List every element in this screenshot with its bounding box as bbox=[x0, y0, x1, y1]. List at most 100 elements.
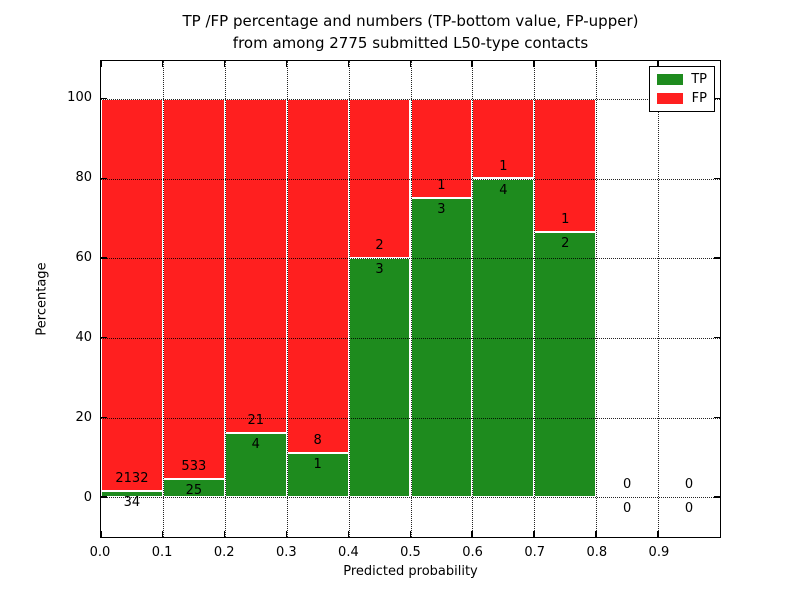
xtick-mark bbox=[285, 61, 288, 67]
plot-area: 2132 34 533 25 21 4 8 1 2 3 1 3 1 4 1 2 0 0 0 0 TP FP bbox=[100, 60, 721, 538]
xtick-mark bbox=[533, 61, 535, 67]
chart-title-line1: TP /FP percentage and numbers (TP-bottom… bbox=[182, 12, 639, 30]
fp-count-label: 533 bbox=[181, 459, 207, 475]
ytick-mark bbox=[101, 97, 107, 100]
gridline-x-0.5 bbox=[410, 61, 412, 537]
tp-count-label: 2 bbox=[561, 235, 570, 251]
ytick-mark bbox=[101, 177, 107, 179]
chart-title-line2: from among 2775 submitted L50-type conta… bbox=[232, 34, 589, 52]
xtick-label-0.5: 0.5 bbox=[400, 545, 421, 560]
tp-count-label: 25 bbox=[185, 483, 203, 499]
y-axis-label: Percentage bbox=[34, 262, 50, 336]
ytick-mark bbox=[714, 177, 720, 179]
ytick-label-0: 0 bbox=[83, 490, 92, 505]
ytick-label-80: 80 bbox=[75, 170, 92, 185]
xtick-mark bbox=[347, 61, 350, 67]
xtick-label-0.9: 0.9 bbox=[648, 545, 670, 560]
gridline-x-0.6 bbox=[472, 61, 474, 537]
chart-title: TP /FP percentage and numbers (TP-bottom… bbox=[100, 10, 721, 54]
fp-count-label: 8 bbox=[313, 432, 322, 448]
xtick-label-0.8: 0.8 bbox=[586, 545, 608, 560]
tp-bar-0 bbox=[101, 490, 163, 498]
xtick-label-0.6: 0.6 bbox=[462, 545, 483, 560]
xtick-mark bbox=[100, 531, 102, 537]
tp-count-label: 0 bbox=[623, 501, 632, 517]
xtick-mark bbox=[409, 61, 411, 67]
xtick-mark bbox=[161, 61, 164, 67]
legend-item-fp: FP bbox=[657, 92, 707, 105]
tp-count-label: 4 bbox=[251, 437, 260, 453]
legend-label-tp: TP bbox=[691, 72, 707, 87]
tp-count-label: 4 bbox=[499, 182, 508, 198]
ytick-mark bbox=[101, 257, 107, 259]
tp-count-label: 0 bbox=[684, 501, 694, 517]
ytick-mark bbox=[714, 257, 720, 259]
ytick-mark bbox=[714, 496, 720, 498]
fp-bar-4 bbox=[348, 98, 411, 259]
xtick-mark bbox=[100, 61, 102, 67]
xtick-label-0.0: 0.0 bbox=[89, 545, 111, 560]
ytick-mark bbox=[101, 336, 107, 339]
xtick-mark bbox=[347, 531, 350, 537]
gridline-x-0.1 bbox=[162, 61, 164, 537]
ytick-label-20: 20 bbox=[75, 410, 92, 425]
tp-bar-5 bbox=[410, 198, 473, 498]
gridline-x-0.9 bbox=[658, 61, 660, 537]
xtick-label-0.3: 0.3 bbox=[275, 545, 297, 560]
xtick-mark bbox=[595, 531, 597, 537]
fp-count-label: 1 bbox=[499, 158, 508, 174]
xtick-mark bbox=[533, 531, 535, 537]
xtick-mark bbox=[161, 531, 164, 537]
fp-count-label: 0 bbox=[684, 477, 694, 493]
ytick-label-60: 60 bbox=[75, 250, 92, 265]
fp-count-label: 0 bbox=[623, 477, 632, 493]
xtick-mark bbox=[223, 61, 226, 67]
gridline-x-0.4 bbox=[348, 61, 350, 537]
xtick-mark bbox=[595, 61, 597, 67]
xtick-mark bbox=[657, 61, 659, 67]
x-axis-label: Predicted probability bbox=[343, 564, 478, 579]
legend: TP FP bbox=[649, 66, 715, 112]
fp-count-label: 2 bbox=[375, 238, 384, 254]
fp-bar-3 bbox=[286, 98, 349, 453]
gridline-x-0.2 bbox=[224, 61, 226, 537]
tp-bar-4 bbox=[348, 258, 411, 498]
xtick-mark bbox=[471, 61, 473, 67]
xtick-mark bbox=[657, 531, 659, 537]
xtick-label-0.2: 0.2 bbox=[213, 545, 235, 560]
xtick-mark bbox=[471, 531, 473, 537]
tp-count-label: 1 bbox=[313, 456, 322, 472]
ytick-label-40: 40 bbox=[75, 330, 92, 345]
tp-count-label: 3 bbox=[437, 202, 446, 218]
xtick-label-0.1: 0.1 bbox=[151, 545, 173, 560]
ytick-mark bbox=[101, 416, 107, 418]
fp-bar-0 bbox=[101, 98, 163, 491]
ytick-mark bbox=[714, 97, 720, 100]
gridline-x-0.8 bbox=[596, 61, 598, 537]
tp-legend-swatch-icon bbox=[657, 74, 683, 85]
xtick-mark bbox=[285, 531, 288, 537]
ytick-mark bbox=[714, 416, 720, 418]
fp-count-label: 1 bbox=[561, 211, 570, 227]
fp-bar-1 bbox=[162, 98, 225, 480]
xtick-mark bbox=[223, 531, 226, 537]
legend-item-tp: TP bbox=[657, 73, 707, 86]
ytick-mark bbox=[101, 496, 107, 498]
gridline-x-0.3 bbox=[286, 61, 288, 537]
fp-bar-2 bbox=[224, 98, 287, 434]
xtick-mark bbox=[409, 531, 411, 537]
ytick-label-100: 100 bbox=[67, 90, 92, 105]
xtick-label-0.4: 0.4 bbox=[338, 545, 359, 560]
fp-count-label: 2132 bbox=[115, 470, 149, 486]
fp-bar-6 bbox=[472, 98, 535, 179]
fp-count-label: 21 bbox=[247, 413, 265, 429]
gridline-x-0.7 bbox=[534, 61, 536, 537]
legend-label-fp: FP bbox=[691, 91, 707, 106]
tp-count-label: 3 bbox=[375, 262, 384, 278]
tp-count-label: 34 bbox=[123, 494, 141, 510]
fp-count-label: 1 bbox=[437, 178, 446, 194]
xtick-label-0.7: 0.7 bbox=[524, 545, 546, 560]
fp-legend-swatch-icon bbox=[657, 93, 683, 104]
tp-bar-7 bbox=[534, 231, 597, 498]
